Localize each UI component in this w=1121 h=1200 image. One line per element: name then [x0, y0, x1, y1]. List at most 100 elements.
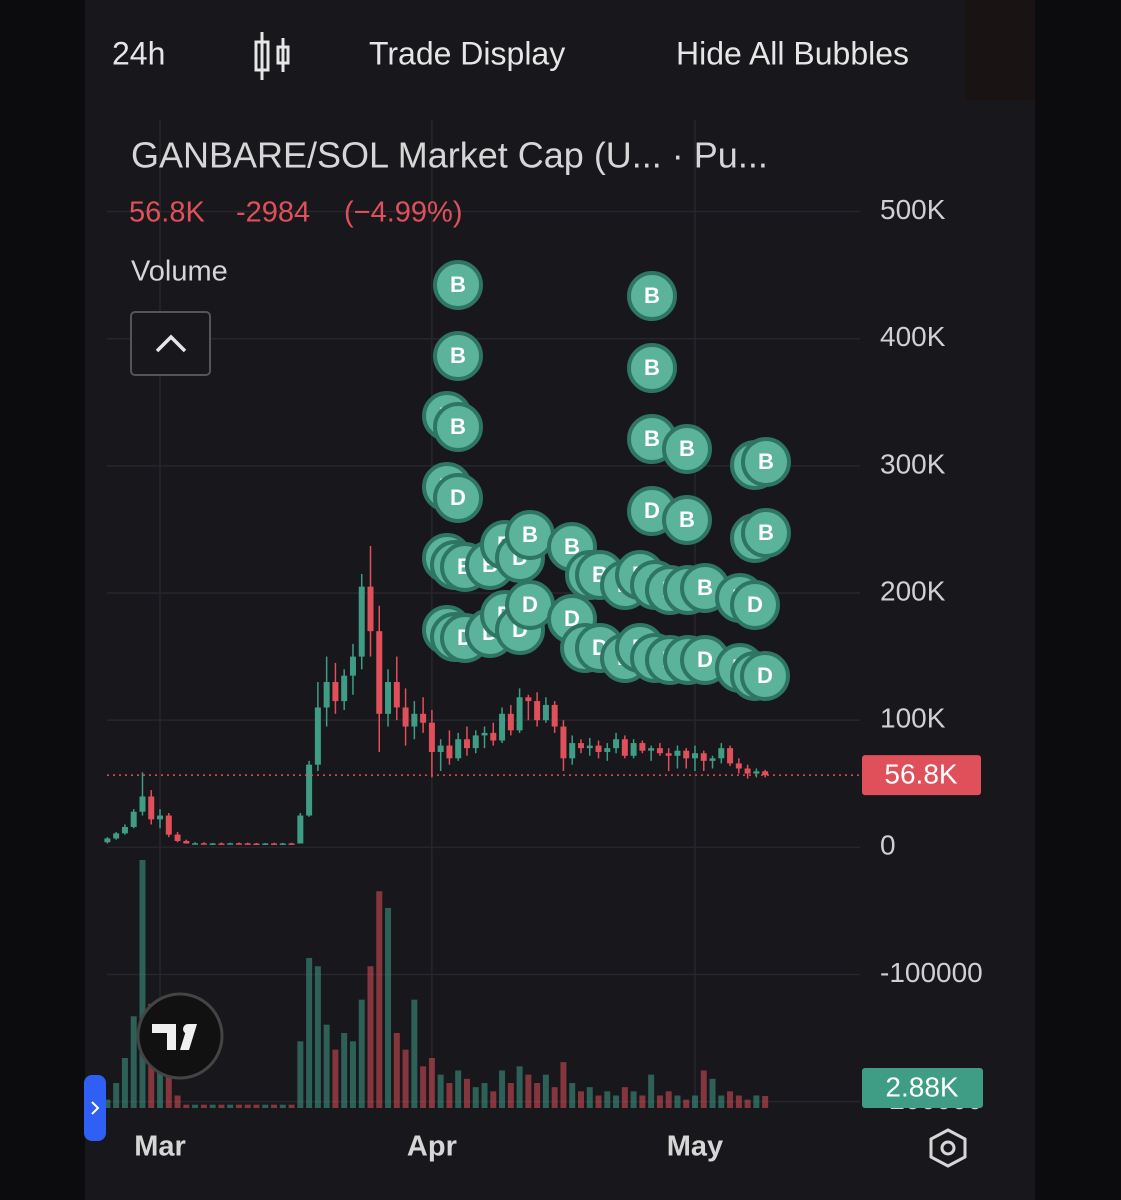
- candle-body: [700, 753, 707, 761]
- volume-bar: [209, 1104, 216, 1108]
- volume-bar: [735, 1095, 742, 1108]
- collapse-button[interactable]: [130, 311, 211, 376]
- trade-bubble-label: B: [522, 522, 538, 547]
- volume-bar: [463, 1078, 470, 1108]
- candle-body: [358, 586, 365, 657]
- candle-body: [139, 796, 146, 812]
- volume-bar: [218, 1104, 225, 1108]
- interval-button[interactable]: 24h: [112, 35, 165, 71]
- trade-bubble-label: B: [564, 534, 580, 559]
- trade-bubble-label: D: [747, 592, 763, 617]
- volume-bar: [279, 1104, 286, 1108]
- volume-bar: [367, 966, 374, 1108]
- trade-bubble[interactable]: [627, 271, 677, 321]
- volume-bar: [437, 1074, 444, 1108]
- volume-bar: [183, 1104, 190, 1108]
- trade-bubble-label: D: [522, 592, 538, 617]
- candle-body: [472, 735, 479, 749]
- volume-bar: [472, 1087, 479, 1108]
- candle-icon[interactable]: [254, 32, 290, 80]
- candle-body: [753, 771, 760, 774]
- trade-bubble[interactable]: [627, 343, 677, 393]
- volume-bar: [385, 907, 392, 1108]
- y-tick-label: 400K: [880, 321, 946, 352]
- trade-bubble[interactable]: [741, 437, 791, 487]
- trade-bubble[interactable]: [741, 508, 791, 558]
- trade-bubble[interactable]: [730, 580, 780, 630]
- volume-bar: [306, 957, 313, 1108]
- volume-bar: [551, 1087, 558, 1108]
- y-tick-label: 0: [880, 830, 896, 861]
- y-tick-label: 300K: [880, 448, 946, 479]
- candle-body: [560, 726, 567, 759]
- change: -2984: [236, 197, 310, 229]
- trade-bubble[interactable]: [740, 651, 790, 701]
- candle-body: [130, 811, 137, 827]
- trade-bubble-label: B: [697, 575, 713, 600]
- candle-body: [481, 732, 488, 736]
- trade-bubble[interactable]: [433, 473, 483, 523]
- candle-body: [709, 758, 716, 761]
- volume-bar: [121, 1057, 128, 1108]
- candle-body: [332, 682, 339, 702]
- volume-bar: [560, 1062, 567, 1108]
- volume-bar: [113, 1082, 120, 1108]
- trade-bubble-label: B: [644, 426, 660, 451]
- candle-body: [200, 843, 207, 845]
- side-tab[interactable]: [84, 1075, 106, 1141]
- candle-body: [279, 843, 286, 845]
- candle-body: [148, 796, 155, 820]
- tradingview-logo[interactable]: [136, 992, 224, 1080]
- volume-bar: [297, 1041, 304, 1108]
- candle-body: [420, 713, 427, 723]
- trade-bubble-label: D: [564, 606, 580, 631]
- candle-body: [235, 843, 242, 845]
- trade-display-button[interactable]: Trade Display: [369, 35, 565, 71]
- candle-body: [656, 748, 663, 754]
- candle-body: [244, 843, 251, 845]
- volume-bar: [244, 1104, 251, 1108]
- trade-bubble[interactable]: [433, 260, 483, 310]
- candle-body: [674, 750, 681, 756]
- candle-body: [174, 834, 181, 841]
- candle-body: [639, 743, 646, 751]
- volume-bar: [481, 1082, 488, 1108]
- candle-body: [665, 753, 672, 756]
- candle-body: [551, 704, 558, 727]
- volume-bar: [516, 1066, 523, 1108]
- candle-body: [376, 631, 383, 714]
- trade-bubble[interactable]: [662, 495, 712, 545]
- candle-body: [525, 697, 532, 702]
- candle-body: [727, 748, 734, 764]
- candle-body: [314, 707, 321, 765]
- candle-body: [428, 722, 435, 752]
- volume-bar: [446, 1082, 453, 1108]
- candle-body: [393, 682, 400, 708]
- volume-bar: [428, 1057, 435, 1108]
- volume-bar: [104, 1099, 111, 1108]
- trade-bubble-label: B: [758, 449, 774, 474]
- trade-bubble[interactable]: [662, 424, 712, 474]
- candle-body: [165, 815, 172, 835]
- volume-bar: [314, 966, 321, 1108]
- candle-body: [367, 586, 374, 632]
- volume-bar: [165, 1074, 172, 1108]
- volume-bar: [753, 1095, 760, 1108]
- trade-bubble[interactable]: [433, 402, 483, 452]
- volume-bar: [323, 1024, 330, 1108]
- candle-body: [349, 656, 356, 676]
- settings-icon[interactable]: [929, 1128, 967, 1168]
- candle-body: [648, 748, 655, 751]
- hide-bubbles-button[interactable]: Hide All Bubbles: [676, 35, 909, 71]
- candle-body: [490, 732, 497, 741]
- volume-bar: [376, 891, 383, 1108]
- trade-bubble[interactable]: [433, 331, 483, 381]
- volume-bar: [525, 1074, 532, 1108]
- candle-body: [446, 745, 453, 759]
- candle-body: [297, 815, 304, 844]
- candle-body: [209, 843, 216, 845]
- volume-bar: [271, 1104, 278, 1108]
- volume-bar: [192, 1104, 199, 1108]
- trade-bubble-label: B: [450, 414, 466, 439]
- volume-bar: [288, 1104, 295, 1108]
